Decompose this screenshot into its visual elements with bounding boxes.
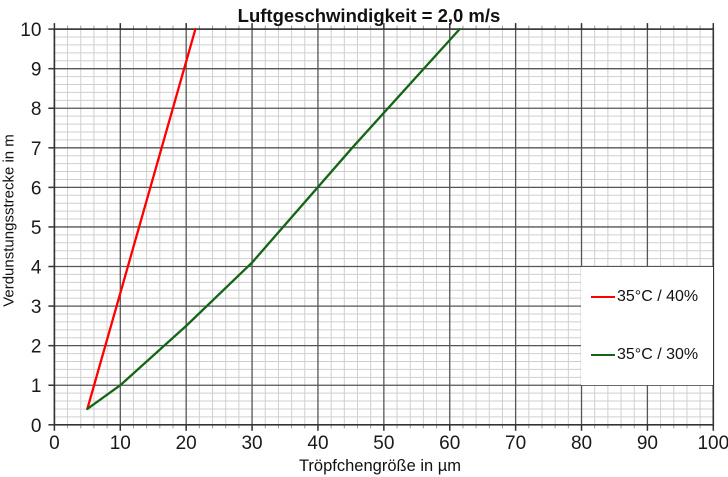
svg-text:80: 80 <box>571 433 592 454</box>
svg-text:5: 5 <box>31 218 42 239</box>
svg-text:60: 60 <box>439 433 460 454</box>
svg-text:0: 0 <box>31 416 42 437</box>
svg-text:2: 2 <box>31 337 42 358</box>
svg-text:20: 20 <box>176 433 197 454</box>
svg-text:40: 40 <box>307 433 328 454</box>
svg-text:30: 30 <box>241 433 262 454</box>
svg-text:90: 90 <box>637 433 658 454</box>
svg-text:4: 4 <box>31 258 42 279</box>
svg-text:7: 7 <box>31 139 42 160</box>
svg-text:8: 8 <box>31 99 42 120</box>
svg-text:3: 3 <box>31 297 42 318</box>
svg-text:10: 10 <box>110 433 131 454</box>
svg-text:50: 50 <box>373 433 394 454</box>
svg-text:100: 100 <box>697 433 728 454</box>
svg-text:9: 9 <box>31 60 42 81</box>
svg-text:1: 1 <box>31 376 42 397</box>
svg-text:6: 6 <box>31 178 42 199</box>
svg-text:0: 0 <box>49 433 60 454</box>
svg-text:70: 70 <box>505 433 526 454</box>
